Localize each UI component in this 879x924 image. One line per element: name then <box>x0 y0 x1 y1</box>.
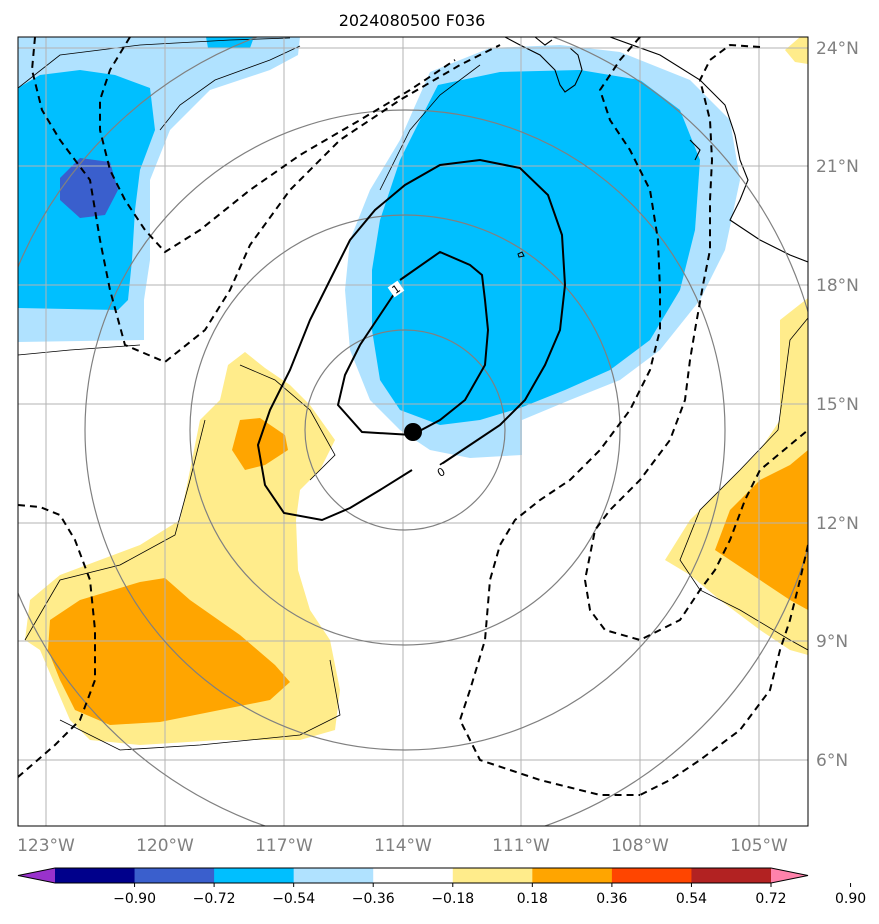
colorbar-tick-label: −0.54 <box>272 891 315 907</box>
longitude-labels: 123°W 120°W 117°W 114°W 111°W 108°W 105°… <box>17 836 788 856</box>
colorbar-segment <box>134 868 215 883</box>
shade-orange-sw-small <box>232 418 288 470</box>
shade-blue-center <box>372 70 700 425</box>
colorbar-tick-label: 0.18 <box>517 891 548 907</box>
shade-orange-se <box>715 450 808 610</box>
colorbar-segment <box>452 868 533 883</box>
colorbar-segment <box>55 868 136 883</box>
colorbar-segment <box>532 868 613 883</box>
colorbar: −0.90 −0.72 −0.54 −0.36 −0.18 0.18 0.36 0.54 0.7… <box>17 867 866 907</box>
colorbar-tick-label: 0.72 <box>755 891 786 907</box>
lon-label: 123°W <box>17 836 75 856</box>
solid-contours <box>256 158 567 522</box>
colorbar-extend-low <box>18 868 55 883</box>
small-contour <box>517 251 525 258</box>
shade-orange-sw <box>48 578 290 725</box>
colorbar-segment <box>691 868 772 883</box>
shade-blue-top <box>206 37 254 48</box>
colorbar-tick-label: −0.36 <box>352 891 395 907</box>
colorbar-segment <box>611 868 692 883</box>
lon-label: 108°W <box>611 836 669 856</box>
shade-dark-blue-nw <box>60 158 118 218</box>
colorbar-segment <box>293 868 374 883</box>
colorbar-tick-label: 0.36 <box>596 891 627 907</box>
lon-label: 120°W <box>136 836 194 856</box>
map-frame <box>17 36 809 827</box>
colorbar-segment <box>373 868 454 883</box>
lon-label: 114°W <box>374 836 432 856</box>
contour-labels: 1 0 <box>387 280 450 481</box>
lat-label: 24°N <box>816 39 859 59</box>
coastline <box>504 37 808 263</box>
colorbar-tick-label: −0.90 <box>113 891 156 907</box>
colorbar-outline <box>17 867 809 884</box>
lat-label: 15°N <box>816 395 859 415</box>
lat-label: 9°N <box>816 632 848 652</box>
colorbar-tick-label: −0.18 <box>431 891 474 907</box>
colorbar-tick-label: −0.72 <box>193 891 236 907</box>
lat-label: 6°N <box>816 751 848 771</box>
colorbar-extend-high <box>771 868 808 883</box>
lon-label: 117°W <box>255 836 313 856</box>
lon-label: 105°W <box>730 836 788 856</box>
colorbar-tick-label: 0.90 <box>835 891 866 907</box>
dashed-contours <box>18 37 808 796</box>
map-panel: 1 0 <box>18 37 808 826</box>
thin-contours <box>18 37 808 751</box>
storm-center-marker <box>404 423 422 441</box>
shade-light-yellow-ne <box>785 37 808 64</box>
lon-label: 111°W <box>492 836 550 856</box>
map-title: 2024080500 F036 <box>339 11 486 30</box>
lat-label: 18°N <box>816 276 859 296</box>
latitude-labels: 24°N 21°N 18°N 15°N 12°N 9°N 6°N <box>816 39 859 771</box>
lat-label: 21°N <box>816 157 859 177</box>
range-rings <box>18 37 808 826</box>
lat-label: 12°N <box>816 514 859 534</box>
colorbar-segment <box>214 868 295 883</box>
colorbar-tick-label: 0.54 <box>676 891 707 907</box>
